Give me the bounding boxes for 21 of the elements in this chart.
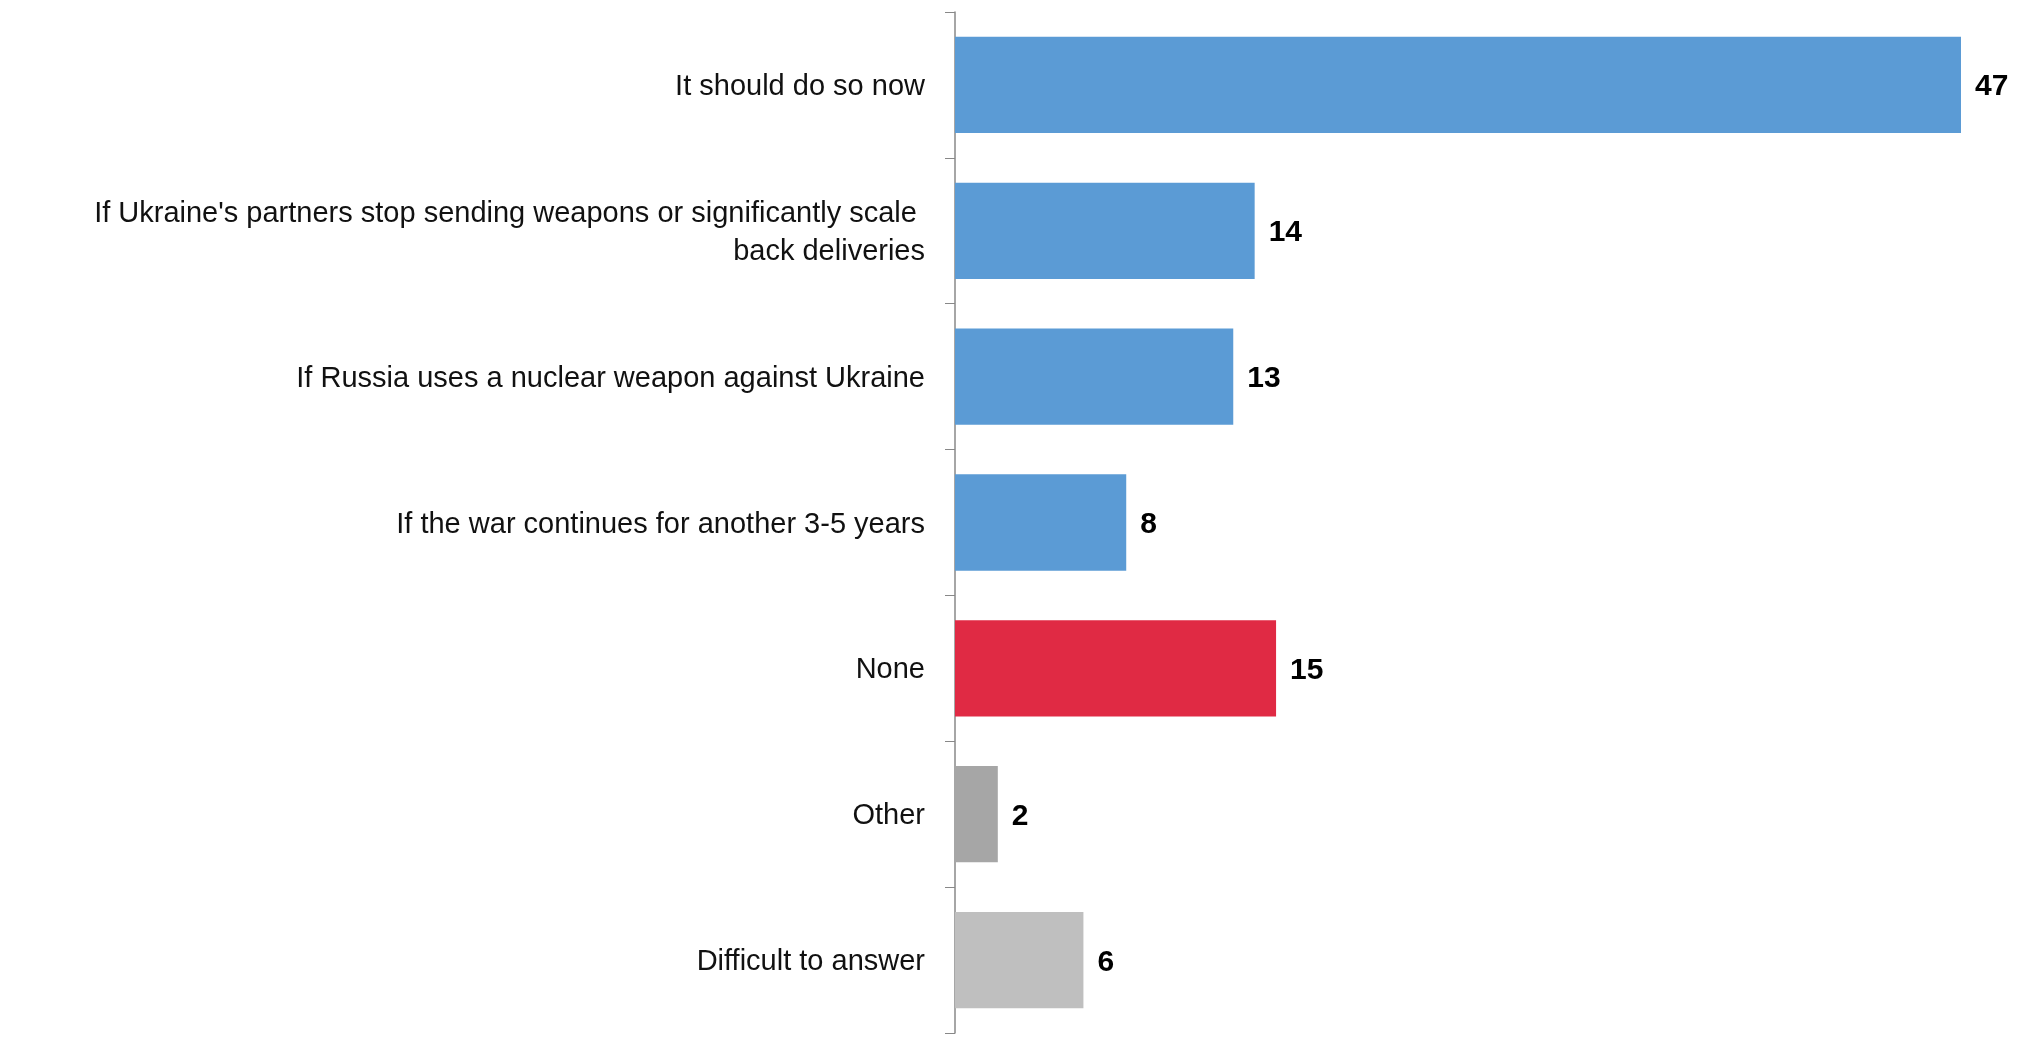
data-label: 15	[1290, 651, 1324, 685]
y-tick-label: It should do so now	[675, 68, 927, 101]
bar	[955, 36, 1961, 134]
bar	[955, 474, 1127, 571]
data-label: 2	[1011, 797, 1029, 831]
bar	[955, 911, 1084, 1009]
y-tick-label: None	[855, 652, 925, 685]
data-label: 47	[1975, 68, 2009, 102]
data-label: 14	[1268, 214, 1303, 248]
data-label: 8	[1140, 506, 1157, 539]
y-tick-label: Difficult to answer	[696, 944, 926, 977]
bar	[955, 620, 1277, 717]
bar	[955, 328, 1234, 425]
data-label: 13	[1247, 360, 1281, 394]
bar	[955, 182, 1255, 279]
data-label: 6	[1097, 943, 1115, 977]
bar	[955, 766, 998, 863]
y-tick-label: If the war continues for another 3-5 years	[396, 506, 925, 539]
y-tick-label: Other	[852, 798, 926, 831]
y-tick-label: If Ukraine's partners stop sending weapons or significantly scale back deliveries	[94, 195, 925, 266]
y-tick-label: If Russia uses a nuclear weapon against Ukraine	[296, 360, 925, 393]
